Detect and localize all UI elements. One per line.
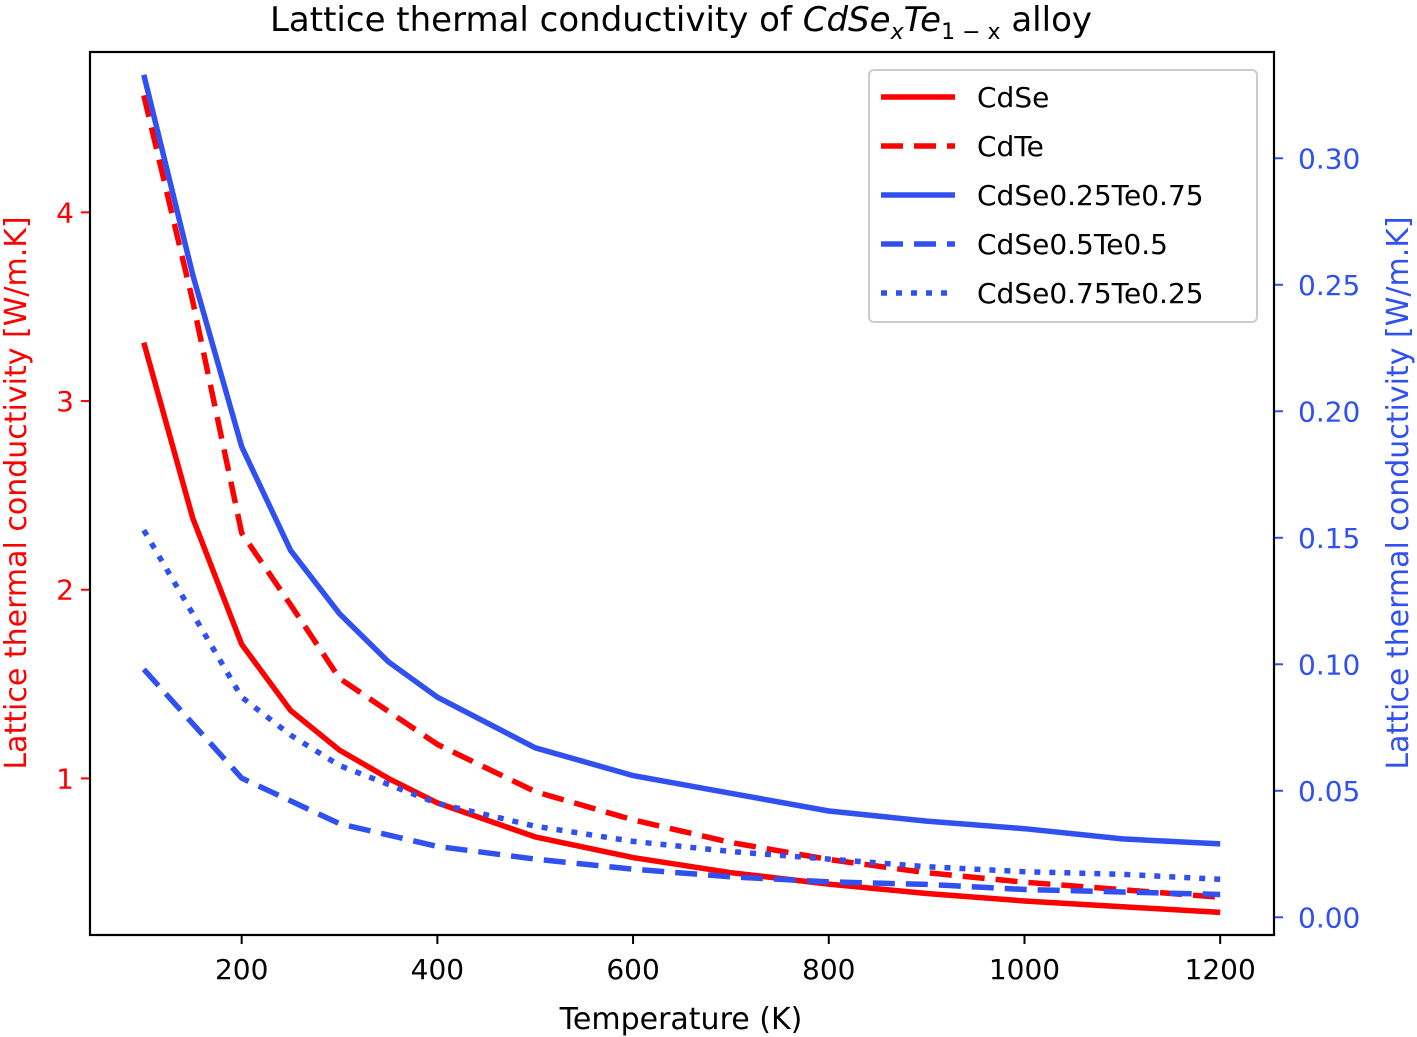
legend-label: CdSe [977,81,1049,114]
x-tick-label: 1200 [1185,953,1256,986]
legend-label: CdSe0.5Te0.5 [977,228,1168,261]
x-tick-label: 800 [802,953,855,986]
right-y-tick-label: 0.25 [1298,269,1360,302]
plot-frame [88,50,1276,937]
left-y-axis-label: Lattice thermal conductivity [W/m.K] [0,216,34,769]
x-tick-label: 600 [606,953,659,986]
left-y-tick-label: 3 [56,385,74,418]
right-y-tick-label: 0.20 [1298,395,1360,428]
left-y-tick-label: 4 [56,196,74,229]
x-axis-label: Temperature (K) [559,1002,803,1037]
legend-box [868,69,1258,323]
series-line-cdse0-5te0-5 [141,667,1221,898]
legend-label: CdSe0.75Te0.25 [977,277,1204,310]
x-tick-label: 1000 [989,953,1060,986]
right-y-tick-label: 0.00 [1298,901,1360,934]
legend: CdSe CdTe CdSe0.25Te0.75 CdSe0.5Te0.5 CdSe0.… [868,69,1258,323]
series-layer [141,74,1221,916]
series-line-cdse0-25te0-75 [141,74,1221,847]
chart-title: Lattice thermal conductivity of CdSexTe1… [270,0,1092,45]
legend-label: CdSe0.25Te0.75 [977,179,1204,212]
right-y-tick-label: 0.05 [1298,775,1360,808]
right-y-tick-label: 0.10 [1298,648,1360,681]
left-y-tick-label: 2 [56,574,74,607]
legend-label: CdTe [977,130,1044,163]
series-line-cdte [141,94,1221,901]
left-y-tick-label: 1 [56,762,74,795]
series-line-cdse0-75te0-25 [141,528,1221,883]
x-tick-label: 200 [215,953,268,986]
series-line-cdse [141,341,1221,916]
right-y-axis-label: Lattice thermal conductivity [W/m.K] [1381,216,1416,769]
x-tick-label: 400 [411,953,464,986]
right-y-tick-label: 0.15 [1298,522,1360,555]
right-y-tick-label: 0.30 [1298,142,1360,175]
